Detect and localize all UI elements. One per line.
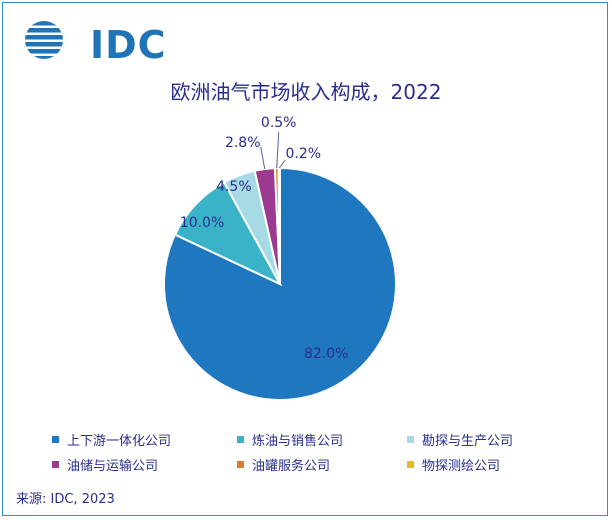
legend-swatch	[407, 436, 414, 443]
legend-label: 油储与运输公司	[67, 459, 159, 474]
legend-swatch	[237, 436, 244, 443]
legend-item-refining: 炼油与销售公司	[237, 430, 407, 449]
legend-item-exploration: 勘探与生产公司	[407, 430, 572, 449]
legend-item-integrated: 上下游一体化公司	[52, 430, 237, 449]
idc-logo: IDC	[22, 18, 166, 64]
data-label-exploration: 4.5%	[216, 179, 252, 195]
data-label-survey: 0.2%	[285, 146, 321, 162]
slice-survey	[277, 166, 281, 285]
legend-swatch	[407, 461, 414, 468]
data-label-refining: 10.0%	[180, 215, 224, 231]
data-label-storage: 2.8%	[225, 135, 261, 151]
legend-swatch	[52, 461, 59, 468]
logo-wordmark: IDC	[90, 23, 167, 67]
leader-survey	[278, 159, 286, 169]
idc-globe-icon	[25, 21, 63, 59]
legend-item-survey: 物探测绘公司	[407, 455, 572, 474]
data-label-integrated: 82.0%	[304, 346, 348, 362]
legend-label: 勘探与生产公司	[422, 434, 514, 449]
legend-label: 上下游一体化公司	[67, 434, 172, 449]
legend-item-storage: 油储与运输公司	[52, 455, 237, 474]
leader-storage	[260, 146, 266, 170]
legend-swatch	[52, 436, 59, 443]
source-note: 来源: IDC, 2023	[16, 492, 115, 507]
legend-label: 炼油与销售公司	[252, 434, 344, 449]
legend-label: 物探测绘公司	[422, 459, 501, 474]
legend-label: 油罐服务公司	[252, 459, 331, 474]
legend-swatch	[237, 461, 244, 468]
legend-item-tank-service: 油罐服务公司	[237, 455, 407, 474]
slice-refining	[173, 180, 283, 287]
data-label-tank-service: 0.5%	[261, 115, 297, 131]
chart-title: 欧洲油气市场收入构成，2022	[170, 80, 442, 104]
legend: 上下游一体化公司 炼油与销售公司 勘探与生产公司 油储与运输公司 油罐服务公司 …	[52, 430, 572, 474]
leader-tank-service	[276, 132, 280, 169]
